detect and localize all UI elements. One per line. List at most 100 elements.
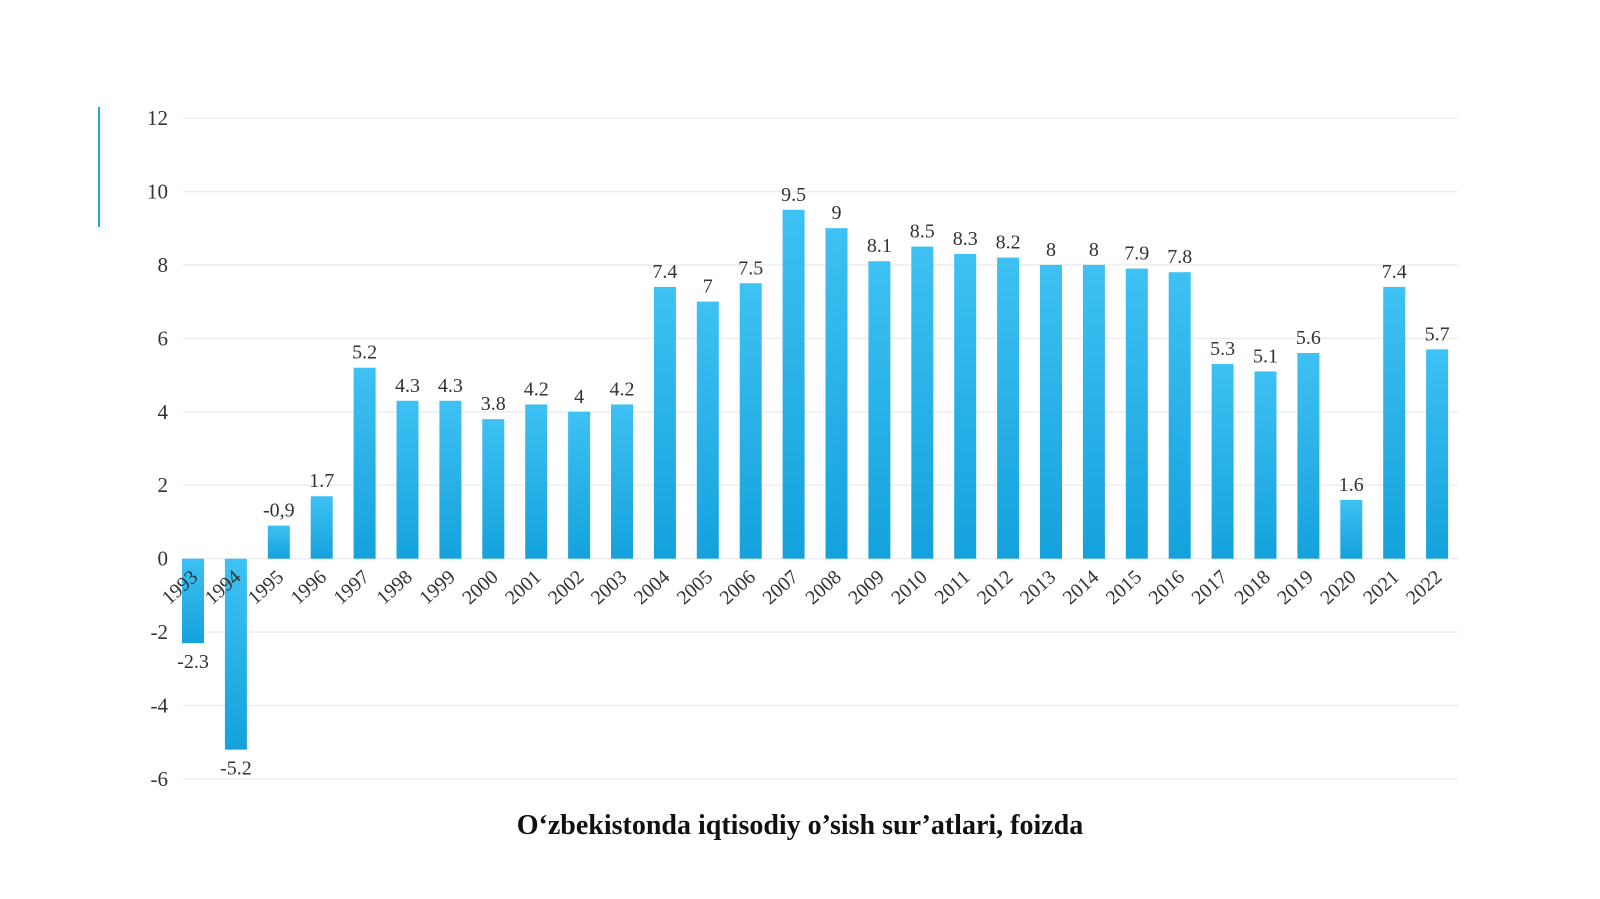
bar-2004 xyxy=(653,286,676,559)
data-label-1996: 1.7 xyxy=(309,470,334,492)
x-tick-label: 2016 xyxy=(1145,566,1189,609)
x-tick-label: 2012 xyxy=(973,566,1017,609)
data-label-1995: -0,9 xyxy=(263,500,295,522)
data-label-2005: 7 xyxy=(703,276,713,298)
data-label-2015: 7.9 xyxy=(1124,243,1149,265)
bar-2013 xyxy=(1040,264,1062,559)
y-tick-label: 8 xyxy=(158,253,169,277)
y-tick-label: -6 xyxy=(151,767,169,791)
bar-2017 xyxy=(1211,364,1234,559)
data-label-2010: 8.5 xyxy=(910,221,935,243)
bar-2018 xyxy=(1254,371,1277,559)
x-tick-label: 2000 xyxy=(458,566,502,609)
x-tick-label: 1996 xyxy=(287,566,331,609)
y-tick-label: -2 xyxy=(151,620,169,644)
data-label-2004: 7.4 xyxy=(652,261,677,283)
x-tick-label: 1995 xyxy=(244,566,288,609)
bar-2008 xyxy=(825,228,848,559)
data-label-2018: 5.1 xyxy=(1253,345,1278,367)
chart-title: O‘zbekistonda iqtisodiy o’sish sur’atlar… xyxy=(516,810,1084,841)
x-tick-label: 2015 xyxy=(1102,566,1146,609)
bar-2019 xyxy=(1297,353,1320,559)
data-label-1993: -2.3 xyxy=(177,651,209,673)
bar-2021 xyxy=(1383,286,1406,559)
x-tick-label: 2013 xyxy=(1016,566,1060,609)
x-tick-label: 2010 xyxy=(887,566,931,609)
x-tick-label: 2020 xyxy=(1316,566,1360,609)
bar-2015 xyxy=(1125,268,1148,559)
bar-2016 xyxy=(1168,272,1191,559)
data-label-2020: 1.6 xyxy=(1339,474,1364,496)
x-tick-label: 2021 xyxy=(1359,566,1403,609)
data-label-2021: 7.4 xyxy=(1382,261,1407,283)
data-label-1997: 5.2 xyxy=(352,342,377,364)
y-tick-label: -4 xyxy=(151,694,169,718)
x-tick-label: 2019 xyxy=(1273,566,1317,609)
data-label-1999: 4.3 xyxy=(438,375,463,397)
bar-2009 xyxy=(868,261,891,559)
data-label-2019: 5.6 xyxy=(1296,327,1321,349)
data-label-2013: 8 xyxy=(1046,239,1056,261)
accent-line xyxy=(98,107,100,227)
data-label-2001: 4.2 xyxy=(524,378,549,400)
data-label-1994: -5.2 xyxy=(220,758,252,780)
bar-2001 xyxy=(525,404,548,559)
x-tick-label: 1997 xyxy=(329,566,373,609)
data-label-2016: 7.8 xyxy=(1167,246,1192,268)
data-labels: -2.3 -5.2 -0,9 1.7 5.2 4.3 4.3 3.8 4.2 4 4.2 7.4 7 7.… xyxy=(177,184,1449,780)
x-tick-label: 2014 xyxy=(1059,566,1103,609)
bar-2000 xyxy=(482,419,505,559)
bar-1995 xyxy=(267,525,290,559)
x-tick-label: 2017 xyxy=(1187,566,1231,609)
x-tick-label: 2022 xyxy=(1402,566,1446,609)
bars xyxy=(182,209,1449,750)
bar-2014 xyxy=(1082,264,1105,559)
data-label-2014: 8 xyxy=(1089,239,1099,261)
data-label-2003: 4.2 xyxy=(610,378,635,400)
y-tick-label: 2 xyxy=(158,473,169,497)
x-tick-label: 2008 xyxy=(801,566,845,609)
x-tick-label: 2007 xyxy=(758,566,802,609)
data-label-1998: 4.3 xyxy=(395,375,420,397)
data-label-2022: 5.7 xyxy=(1425,323,1450,345)
data-label-2012: 8.2 xyxy=(996,232,1021,254)
bar-2003 xyxy=(611,404,633,559)
x-tick-label: 2003 xyxy=(587,566,631,609)
bar-2002 xyxy=(568,411,591,559)
data-label-2002: 4 xyxy=(574,386,584,408)
data-label-2007: 9.5 xyxy=(781,184,806,206)
x-tick-label: 2011 xyxy=(931,566,975,609)
x-tick-label: 2005 xyxy=(673,566,717,609)
y-axis-ticks: -6 -4 -2 0 2 4 6 8 10 12 xyxy=(147,106,169,791)
data-label-2017: 5.3 xyxy=(1210,338,1235,360)
y-tick-label: 10 xyxy=(147,179,168,203)
gridlines xyxy=(183,117,1458,780)
bar-1997 xyxy=(353,367,376,559)
data-label-2011: 8.3 xyxy=(953,228,978,250)
y-tick-label: 0 xyxy=(158,547,169,571)
data-label-2006: 7.5 xyxy=(738,257,763,279)
bar-2006 xyxy=(739,283,762,559)
bar-1996 xyxy=(310,496,333,559)
data-label-2000: 3.8 xyxy=(481,393,506,415)
bar-1998 xyxy=(396,400,419,559)
x-tick-label: 2006 xyxy=(716,566,760,609)
bar-2011 xyxy=(954,253,977,559)
bar-1993 xyxy=(182,558,204,644)
x-tick-label: 1999 xyxy=(415,566,459,609)
x-tick-label: 2001 xyxy=(501,566,545,609)
bar-2007 xyxy=(782,209,805,559)
y-tick-label: 12 xyxy=(147,106,168,130)
data-label-2008: 9 xyxy=(832,202,842,224)
bar-2020 xyxy=(1340,499,1363,559)
bar-2010 xyxy=(911,246,934,559)
x-tick-label: 1998 xyxy=(372,566,416,609)
y-tick-label: 4 xyxy=(158,400,169,424)
data-label-2009: 8.1 xyxy=(867,235,892,257)
bar-1999 xyxy=(439,400,462,559)
bar-2012 xyxy=(997,257,1020,559)
x-axis-categories: 1993199419951996199719981999200020012002… xyxy=(158,566,1447,609)
bar-1994 xyxy=(224,558,247,750)
y-tick-label: 6 xyxy=(158,326,169,350)
